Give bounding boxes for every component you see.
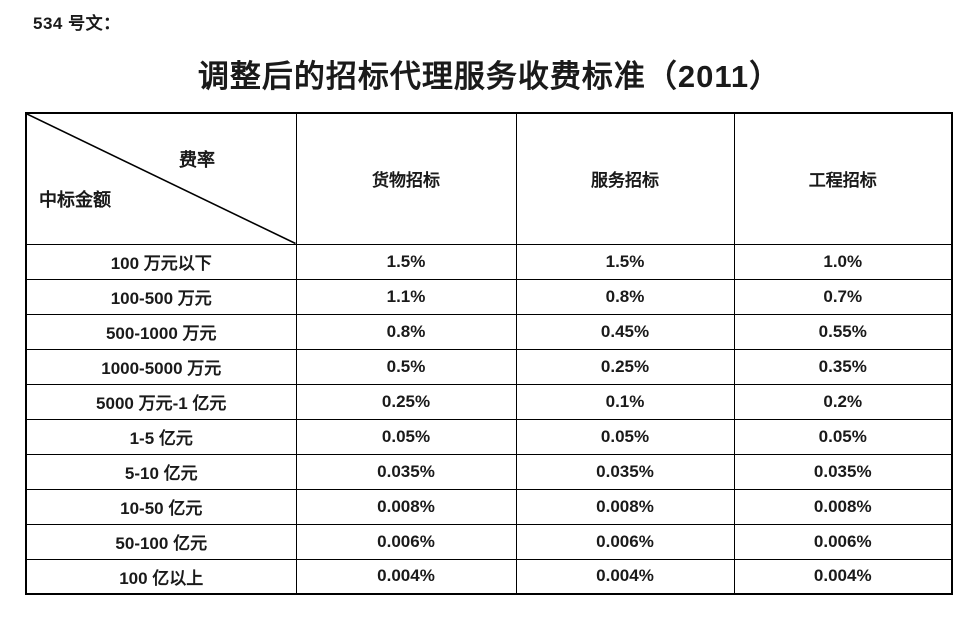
rate-cell: 0.004% (733, 558, 953, 595)
column-header-service: 服务招标 (515, 112, 735, 245)
rate-cell: 0.008% (515, 488, 735, 525)
rate-cell: 0.1% (515, 383, 735, 420)
column-header-goods: 货物招标 (295, 112, 517, 245)
amount-range-cell: 100-500 万元 (25, 278, 297, 315)
rate-cell: 0.25% (295, 383, 517, 420)
rate-cell: 0.7% (733, 278, 953, 315)
rate-cell: 0.25% (515, 348, 735, 385)
amount-range-cell: 1-5 亿元 (25, 418, 297, 455)
amount-range-cell: 100 万元以下 (25, 243, 297, 280)
rate-cell: 1.5% (515, 243, 735, 280)
rate-cell: 0.008% (733, 488, 953, 525)
diagonal-divider-line (27, 114, 295, 243)
rate-cell: 1.1% (295, 278, 517, 315)
amount-range-cell: 1000-5000 万元 (25, 348, 297, 385)
table-row: 50-100 亿元 0.006% 0.006% 0.006% (25, 523, 953, 560)
rate-cell: 0.35% (733, 348, 953, 385)
fee-rate-table: 费率 中标金额 货物招标 服务招标 工程招标 100 万元以下 1.5% 1.5… (25, 112, 953, 595)
column-header-engineering: 工程招标 (733, 112, 953, 245)
rate-cell: 0.035% (515, 453, 735, 490)
rate-cell: 0.55% (733, 313, 953, 350)
page-title: 调整后的招标代理服务收费标准（2011） (197, 59, 782, 94)
table-row: 500-1000 万元 0.8% 0.45% 0.55% (25, 313, 953, 350)
rate-cell: 0.035% (733, 453, 953, 490)
rate-cell: 1.5% (295, 243, 517, 280)
table-row: 1-5 亿元 0.05% 0.05% 0.05% (25, 418, 953, 455)
rate-cell: 0.05% (295, 418, 517, 455)
table-row: 5-10 亿元 0.035% 0.035% 0.035% (25, 453, 953, 490)
rate-cell: 0.035% (295, 453, 517, 490)
corner-header-cell: 费率 中标金额 (25, 112, 297, 245)
table-row: 100 亿以上 0.004% 0.004% 0.004% (25, 558, 953, 595)
table-row: 1000-5000 万元 0.5% 0.25% 0.35% (25, 348, 953, 385)
corner-label-amount: 中标金额 (39, 190, 111, 210)
rate-cell: 0.2% (733, 383, 953, 420)
rate-cell: 0.004% (295, 558, 517, 595)
rate-cell: 0.45% (515, 313, 735, 350)
rate-cell: 0.006% (295, 523, 517, 560)
amount-range-cell: 50-100 亿元 (25, 523, 297, 560)
amount-range-cell: 10-50 亿元 (25, 488, 297, 525)
rate-cell: 0.8% (295, 313, 517, 350)
rate-cell: 0.008% (295, 488, 517, 525)
rate-cell: 0.004% (515, 558, 735, 595)
document-number-label: 534 号文： (33, 14, 121, 33)
rate-cell: 0.8% (515, 278, 735, 315)
amount-range-cell: 5000 万元-1 亿元 (25, 383, 297, 420)
table-row: 100-500 万元 1.1% 0.8% 0.7% (25, 278, 953, 315)
rate-cell: 0.05% (733, 418, 953, 455)
rate-cell: 1.0% (733, 243, 953, 280)
table-row: 100 万元以下 1.5% 1.5% 1.0% (25, 243, 953, 280)
header-row: 费率 中标金额 货物招标 服务招标 工程招标 (25, 112, 953, 245)
amount-range-cell: 5-10 亿元 (25, 453, 297, 490)
rate-cell: 0.006% (733, 523, 953, 560)
table-row: 5000 万元-1 亿元 0.25% 0.1% 0.2% (25, 383, 953, 420)
amount-range-cell: 100 亿以上 (25, 558, 297, 595)
rate-cell: 0.05% (515, 418, 735, 455)
amount-range-cell: 500-1000 万元 (25, 313, 297, 350)
rate-cell: 0.5% (295, 348, 517, 385)
corner-label-rate: 费率 (179, 150, 215, 170)
table-row: 10-50 亿元 0.008% 0.008% 0.008% (25, 488, 953, 525)
rate-cell: 0.006% (515, 523, 735, 560)
